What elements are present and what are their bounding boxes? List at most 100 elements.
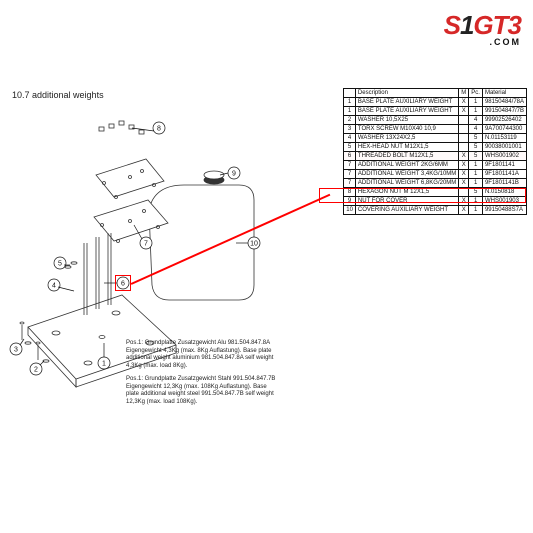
svg-text:6: 6 bbox=[121, 281, 125, 288]
cell-mat: 90038001001 bbox=[482, 143, 526, 152]
cell-mat: 9F1801141B bbox=[482, 179, 526, 188]
table-header-row: Description M Pc. Material bbox=[344, 89, 527, 98]
cell-desc: WASHER 10,5X25 bbox=[355, 116, 458, 125]
cell-pc: 1 bbox=[469, 179, 483, 188]
notes-block: Pos.1: Grundplatte Zusatzgewicht Alu 981… bbox=[126, 340, 276, 412]
cell-pc: 1 bbox=[469, 170, 483, 179]
table-row: 8HEXAGON NUT M 12X1,5 5N.0150818 bbox=[344, 188, 527, 197]
cell-pc: 1 bbox=[469, 107, 483, 116]
cell-num: 5 bbox=[344, 143, 356, 152]
cell-desc: BASE PLATE AUXILIARY WEIGHT bbox=[355, 107, 458, 116]
cell-desc: BASE PLATE AUXILIARY WEIGHT bbox=[355, 98, 458, 107]
cell-num: 6 bbox=[344, 152, 356, 161]
cell-desc: NUT FOR COVER bbox=[355, 197, 458, 206]
table-row: 4WASHER 13X24X2,5 5N.01153119 bbox=[344, 134, 527, 143]
svg-text:2: 2 bbox=[34, 367, 38, 374]
cell-desc: HEX-HEAD NUT M12X1,5 bbox=[355, 143, 458, 152]
cell-pc: 5 bbox=[469, 152, 483, 161]
cell-pc: 5 bbox=[469, 134, 483, 143]
cell-pc: 5 bbox=[469, 143, 483, 152]
cell-pc: 5 bbox=[469, 188, 483, 197]
cell-m bbox=[459, 143, 469, 152]
cell-num: 10 bbox=[344, 206, 356, 215]
svg-text:7: 7 bbox=[144, 241, 148, 248]
cell-mat: 991504847/7B bbox=[482, 107, 526, 116]
cell-mat: WHS001903 bbox=[482, 197, 526, 206]
table-row: 7ADDITIONAL WEIGHT 2KG/6MMX19F1801141 bbox=[344, 161, 527, 170]
cell-desc: THREADED BOLT M12X1,5 bbox=[355, 152, 458, 161]
logo-s: S bbox=[444, 10, 460, 40]
cell-num: 4 bbox=[344, 134, 356, 143]
table-row: 5HEX-HEAD NUT M12X1,5590038001001 bbox=[344, 143, 527, 152]
table-row: 1BASE PLATE AUXILIARY WEIGHTX1991504847/… bbox=[344, 107, 527, 116]
table-row: 10COVERING AUXILIARY WEIGHTX199150488S7A bbox=[344, 206, 527, 215]
cell-pc: 1 bbox=[469, 197, 483, 206]
cell-pc: 4 bbox=[469, 116, 483, 125]
cell-m bbox=[459, 134, 469, 143]
cell-num: 9 bbox=[344, 197, 356, 206]
cell-m bbox=[459, 125, 469, 134]
cell-m: X bbox=[459, 107, 469, 116]
logo-1: 1 bbox=[460, 10, 473, 40]
svg-text:8: 8 bbox=[157, 126, 161, 133]
cell-mat: 99902526402 bbox=[482, 116, 526, 125]
cell-m: X bbox=[459, 152, 469, 161]
cell-mat: N.01153119 bbox=[482, 134, 526, 143]
table-row: 6THREADED BOLT M12X1,5X5WHS001902 bbox=[344, 152, 527, 161]
cell-num: 3 bbox=[344, 125, 356, 134]
cell-num: 7 bbox=[344, 161, 356, 170]
col-desc: Description bbox=[355, 89, 458, 98]
cell-num: 7 bbox=[344, 179, 356, 188]
cell-mat: 99150488S7A bbox=[482, 206, 526, 215]
cell-m bbox=[459, 188, 469, 197]
cell-desc: ADDITIONAL WEIGHT 3,4KG/10MM bbox=[355, 170, 458, 179]
cell-num: 8 bbox=[344, 188, 356, 197]
cell-desc: TORX SCREW M10X40 10,9 bbox=[355, 125, 458, 134]
svg-text:10: 10 bbox=[250, 241, 258, 248]
cell-desc: WASHER 13X24X2,5 bbox=[355, 134, 458, 143]
cell-m bbox=[459, 116, 469, 125]
col-pc: Pc. bbox=[469, 89, 483, 98]
cell-m: X bbox=[459, 197, 469, 206]
note-1: Pos.1: Grundplatte Zusatzgewicht Alu 981… bbox=[126, 340, 276, 370]
table-row: 7ADDITIONAL WEIGHT 3,4KG/10MMX19F1801141… bbox=[344, 170, 527, 179]
cell-desc: ADDITIONAL WEIGHT 6,8KG/20MM bbox=[355, 179, 458, 188]
cell-m: X bbox=[459, 161, 469, 170]
cell-mat: 9F1801141 bbox=[482, 161, 526, 170]
svg-text:4: 4 bbox=[52, 283, 56, 290]
col-num bbox=[344, 89, 356, 98]
table-row: 1BASE PLATE AUXILIARY WEIGHTX198150484/7… bbox=[344, 98, 527, 107]
logo-gt3: GT3 bbox=[473, 10, 521, 40]
cell-m: X bbox=[459, 170, 469, 179]
col-mat: Material bbox=[482, 89, 526, 98]
parts-table: Description M Pc. Material 1BASE PLATE A… bbox=[343, 88, 527, 215]
cell-mat: WHS001902 bbox=[482, 152, 526, 161]
cell-mat: 9A700744300 bbox=[482, 125, 526, 134]
brand-logo: S1GT3 .COM bbox=[444, 10, 521, 47]
cell-pc: 1 bbox=[469, 98, 483, 107]
svg-text:1: 1 bbox=[102, 361, 106, 368]
cell-num: 2 bbox=[344, 116, 356, 125]
table-row: 3TORX SCREW M10X40 10,9 49A700744300 bbox=[344, 125, 527, 134]
table-row: 2WASHER 10,5X25 499902526402 bbox=[344, 116, 527, 125]
cell-desc: ADDITIONAL WEIGHT 2KG/6MM bbox=[355, 161, 458, 170]
cell-mat: 9F1801141A bbox=[482, 170, 526, 179]
cell-num: 1 bbox=[344, 98, 356, 107]
cell-pc: 4 bbox=[469, 125, 483, 134]
cell-mat: 98150484/78A bbox=[482, 98, 526, 107]
svg-text:5: 5 bbox=[58, 261, 62, 268]
cell-m: X bbox=[459, 98, 469, 107]
cell-desc: HEXAGON NUT M 12X1,5 bbox=[355, 188, 458, 197]
svg-text:9: 9 bbox=[232, 171, 236, 178]
cell-m: X bbox=[459, 179, 469, 188]
cell-num: 7 bbox=[344, 170, 356, 179]
table-row: 7ADDITIONAL WEIGHT 6,8KG/20MMX19F1801141… bbox=[344, 179, 527, 188]
cell-desc: COVERING AUXILIARY WEIGHT bbox=[355, 206, 458, 215]
section-title: 10.7 additional weights bbox=[12, 90, 104, 100]
cell-num: 1 bbox=[344, 107, 356, 116]
cell-pc: 1 bbox=[469, 161, 483, 170]
table-row: 9NUT FOR COVERX1WHS001903 bbox=[344, 197, 527, 206]
cell-pc: 1 bbox=[469, 206, 483, 215]
cell-mat: N.0150818 bbox=[482, 188, 526, 197]
svg-text:3: 3 bbox=[14, 347, 18, 354]
